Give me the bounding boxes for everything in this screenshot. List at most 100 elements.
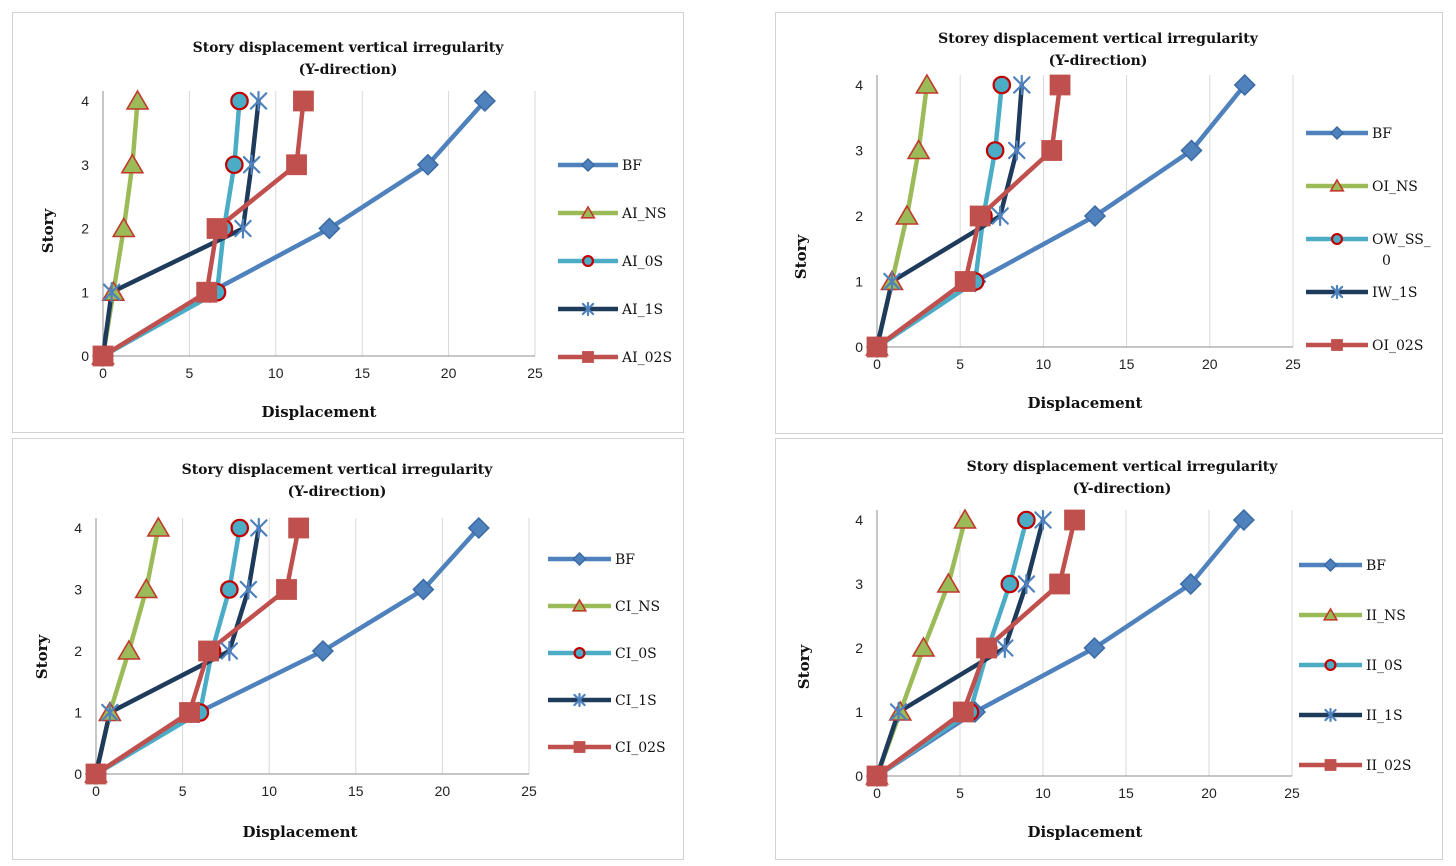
data-point-bf: [473, 89, 496, 113]
legend-label: BF: [1366, 558, 1386, 574]
y-tick-label: 2: [855, 640, 863, 656]
x-tick-label: 0: [873, 785, 881, 801]
data-point-ci-1s: [239, 579, 258, 600]
legend-label: II_NS: [1366, 608, 1406, 624]
legend-marker: [571, 598, 588, 612]
x-tick-label: 0: [99, 365, 107, 381]
data-point-ai-02s: [293, 90, 314, 112]
data-point-ai-ns: [111, 216, 136, 238]
legend-label: CI_0S: [615, 646, 657, 662]
data-point-oi-ns: [906, 138, 931, 160]
legend-label: OI_NS: [1372, 179, 1418, 195]
chart-svg: Story displacement vertical irregularity…: [33, 462, 666, 841]
x-tick-label: 5: [956, 785, 964, 801]
data-point-bf: [1233, 73, 1256, 97]
chart-svg: Storey displacement vertical irregularit…: [792, 31, 1431, 412]
legend-label: II_02S: [1366, 758, 1411, 774]
x-tick-label: 5: [956, 356, 964, 372]
legend-marker: [1324, 707, 1337, 723]
data-point-ii-02s: [952, 701, 974, 723]
data-point-ii-02s: [1064, 509, 1085, 531]
y-tick-label: 1: [855, 704, 863, 720]
legend-marker: [1330, 284, 1344, 300]
legend-label: AI_1S: [621, 302, 663, 318]
legend-marker: [572, 551, 587, 567]
data-point-ow-ss-0: [992, 75, 1012, 95]
data-point-ci-1s: [220, 640, 239, 662]
x-tick-label: 15: [1118, 785, 1134, 801]
data-point-bf: [1232, 508, 1255, 532]
plot-area: 0 5 10 15 20 25 0 1 2 3 4: [855, 73, 1301, 372]
data-point-ai-02s: [206, 218, 228, 239]
y-tick-label: 0: [81, 348, 89, 364]
data-point-oi-ns: [895, 204, 919, 225]
chart-svg: Story displacement vertical irregularity…: [39, 40, 672, 421]
y-axis-label: Story: [792, 234, 810, 280]
y-tick-label: 4: [81, 93, 89, 109]
legend-label: BF: [615, 552, 635, 568]
chart-panel-ii: Story displacement vertical irregularity…: [775, 438, 1443, 860]
chart-title: Story displacement vertical irregularity: [182, 462, 494, 478]
legend-marker: [1322, 607, 1339, 621]
x-tick-label: 20: [1202, 356, 1218, 372]
data-point-bf: [1179, 572, 1202, 596]
x-tick-label: 25: [527, 365, 543, 381]
x-axis-label: Displacement: [243, 823, 358, 841]
y-tick-label: 3: [855, 576, 863, 592]
data-point-ai-02s: [286, 154, 307, 176]
data-point-ci-1s: [250, 517, 268, 539]
x-tick-label: 15: [348, 783, 364, 799]
legend-marker: [581, 301, 595, 317]
legend-marker: [1329, 125, 1345, 141]
data-point-bf: [412, 578, 435, 601]
chart-title: Story displacement vertical irregularity: [193, 40, 505, 56]
plot-area: 0 5 10 15 20 25 0 1 2 3 4: [81, 89, 543, 381]
legend-label: BF: [1372, 126, 1392, 142]
data-point-ow-ss-0: [985, 141, 1005, 160]
chart-svg: Story displacement vertical irregularity…: [795, 459, 1411, 841]
data-point-ii-0s: [1000, 574, 1020, 594]
legend-marker: [1329, 178, 1345, 192]
legend-marker: [1330, 232, 1344, 246]
legend-marker: [573, 741, 586, 753]
data-point-ii-02s: [976, 637, 997, 659]
data-point-ai-ns: [120, 153, 145, 174]
data-point-ai-0s: [225, 155, 244, 175]
x-tick-label: 0: [873, 356, 881, 372]
y-tick-label: 3: [855, 143, 863, 159]
data-point-ci-ns: [134, 577, 159, 599]
legend-label: II_0S: [1366, 658, 1403, 674]
data-point-ii-0s: [1017, 510, 1036, 530]
y-tick-label: 0: [74, 766, 82, 782]
data-point-ai-02s: [92, 345, 114, 367]
x-axis-label: Displacement: [1028, 823, 1143, 841]
y-axis-label: Story: [795, 644, 813, 690]
y-axis-label: Story: [33, 634, 51, 680]
legend-marker: [582, 351, 594, 363]
x-tick-label: 25: [1284, 785, 1300, 801]
data-point-bf: [1083, 636, 1106, 660]
data-point-ii-02s: [866, 765, 888, 787]
x-tick-label: 5: [179, 783, 187, 799]
data-point-ai-1s: [242, 154, 261, 175]
data-point-ci-02s: [179, 702, 200, 723]
data-point-iw-1s: [883, 271, 901, 292]
y-tick-label: 1: [855, 274, 863, 290]
y-tick-label: 0: [855, 339, 863, 355]
data-point-ii-02s: [1049, 573, 1071, 595]
series-line-bf: [100, 98, 488, 359]
y-tick-label: 0: [855, 768, 863, 784]
x-axis-label: Displacement: [1028, 394, 1143, 412]
data-point-oi-02s: [866, 336, 888, 358]
legend: BF OI_NS OW_SS_ 0 IW_1S OI_02S: [1306, 125, 1431, 354]
data-point-ci-0s: [230, 518, 250, 538]
data-point-bf: [1083, 204, 1107, 228]
legend-label: OW_SS_: [1372, 232, 1431, 248]
data-point-ci-0s: [220, 580, 239, 599]
x-tick-label: 0: [92, 783, 100, 799]
data-point-iw-1s: [991, 205, 1009, 227]
data-point-ci-02s: [276, 579, 297, 600]
x-tick-label: 10: [261, 783, 277, 799]
plot-area: 0 5 10 15 20 25 0 1 2 3 4: [855, 508, 1300, 801]
chart-subtitle: (Y-direction): [1049, 53, 1148, 69]
